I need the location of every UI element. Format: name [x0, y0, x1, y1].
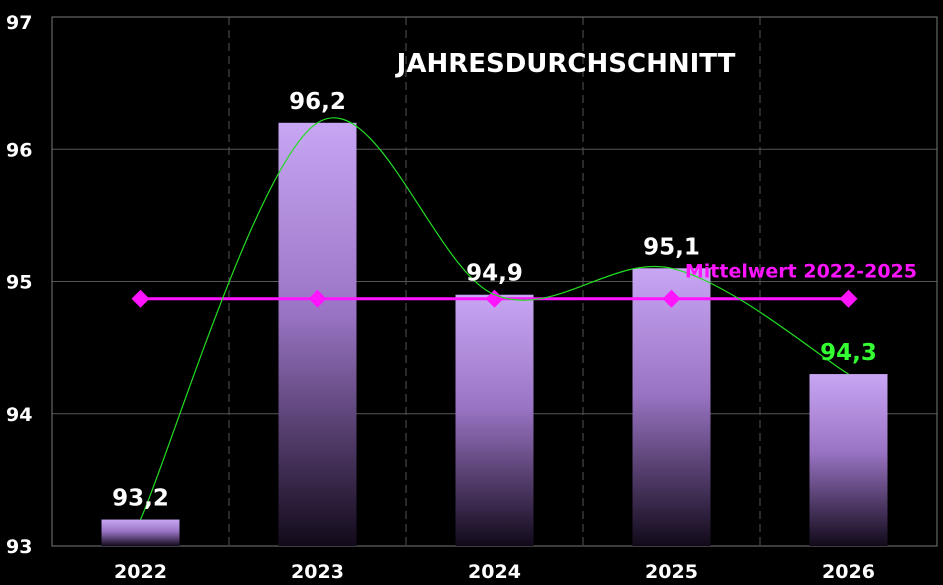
- bar-2022: [101, 519, 180, 546]
- x-tick-label: 2026: [822, 561, 875, 583]
- average-marker: [308, 289, 327, 308]
- average-marker: [131, 289, 150, 308]
- bar-2025: [632, 268, 711, 546]
- x-tick-label: 2024: [468, 561, 521, 583]
- average-marker: [839, 289, 858, 308]
- bar-2023: [278, 122, 357, 547]
- labels: 93,2 96,2 94,9 95,1 94,3 Mittelwert 2022-2025: [112, 89, 917, 512]
- x-tick-label: 2025: [645, 561, 698, 583]
- average-marker: [485, 289, 504, 308]
- value-label-2022: 93,2: [112, 486, 169, 512]
- y-tick-label: 97: [6, 12, 32, 34]
- value-label-2023: 96,2: [289, 89, 346, 115]
- average-line-label: Mittelwert 2022-2025: [685, 261, 917, 283]
- chart-title: JAHRESDURCHSCHNITT: [395, 49, 736, 79]
- x-tick-label: 2023: [291, 561, 344, 583]
- x-tick-label: 2022: [114, 561, 167, 583]
- y-tick-label: 96: [6, 139, 32, 161]
- value-label-2026: 94,3: [820, 340, 877, 366]
- average-line: [131, 289, 858, 308]
- bar-2026: [809, 374, 888, 546]
- y-tick-label: 93: [6, 536, 32, 558]
- value-label-2025: 95,1: [643, 234, 700, 260]
- trend-line-path: [139, 117, 849, 520]
- average-marker: [662, 289, 681, 308]
- trend-line: [139, 117, 849, 520]
- bar-2024: [455, 294, 534, 546]
- bars: [101, 122, 888, 547]
- y-tick-label: 95: [6, 272, 32, 294]
- y-tick-label: 94: [6, 404, 32, 426]
- value-label-2024: 94,9: [466, 261, 523, 287]
